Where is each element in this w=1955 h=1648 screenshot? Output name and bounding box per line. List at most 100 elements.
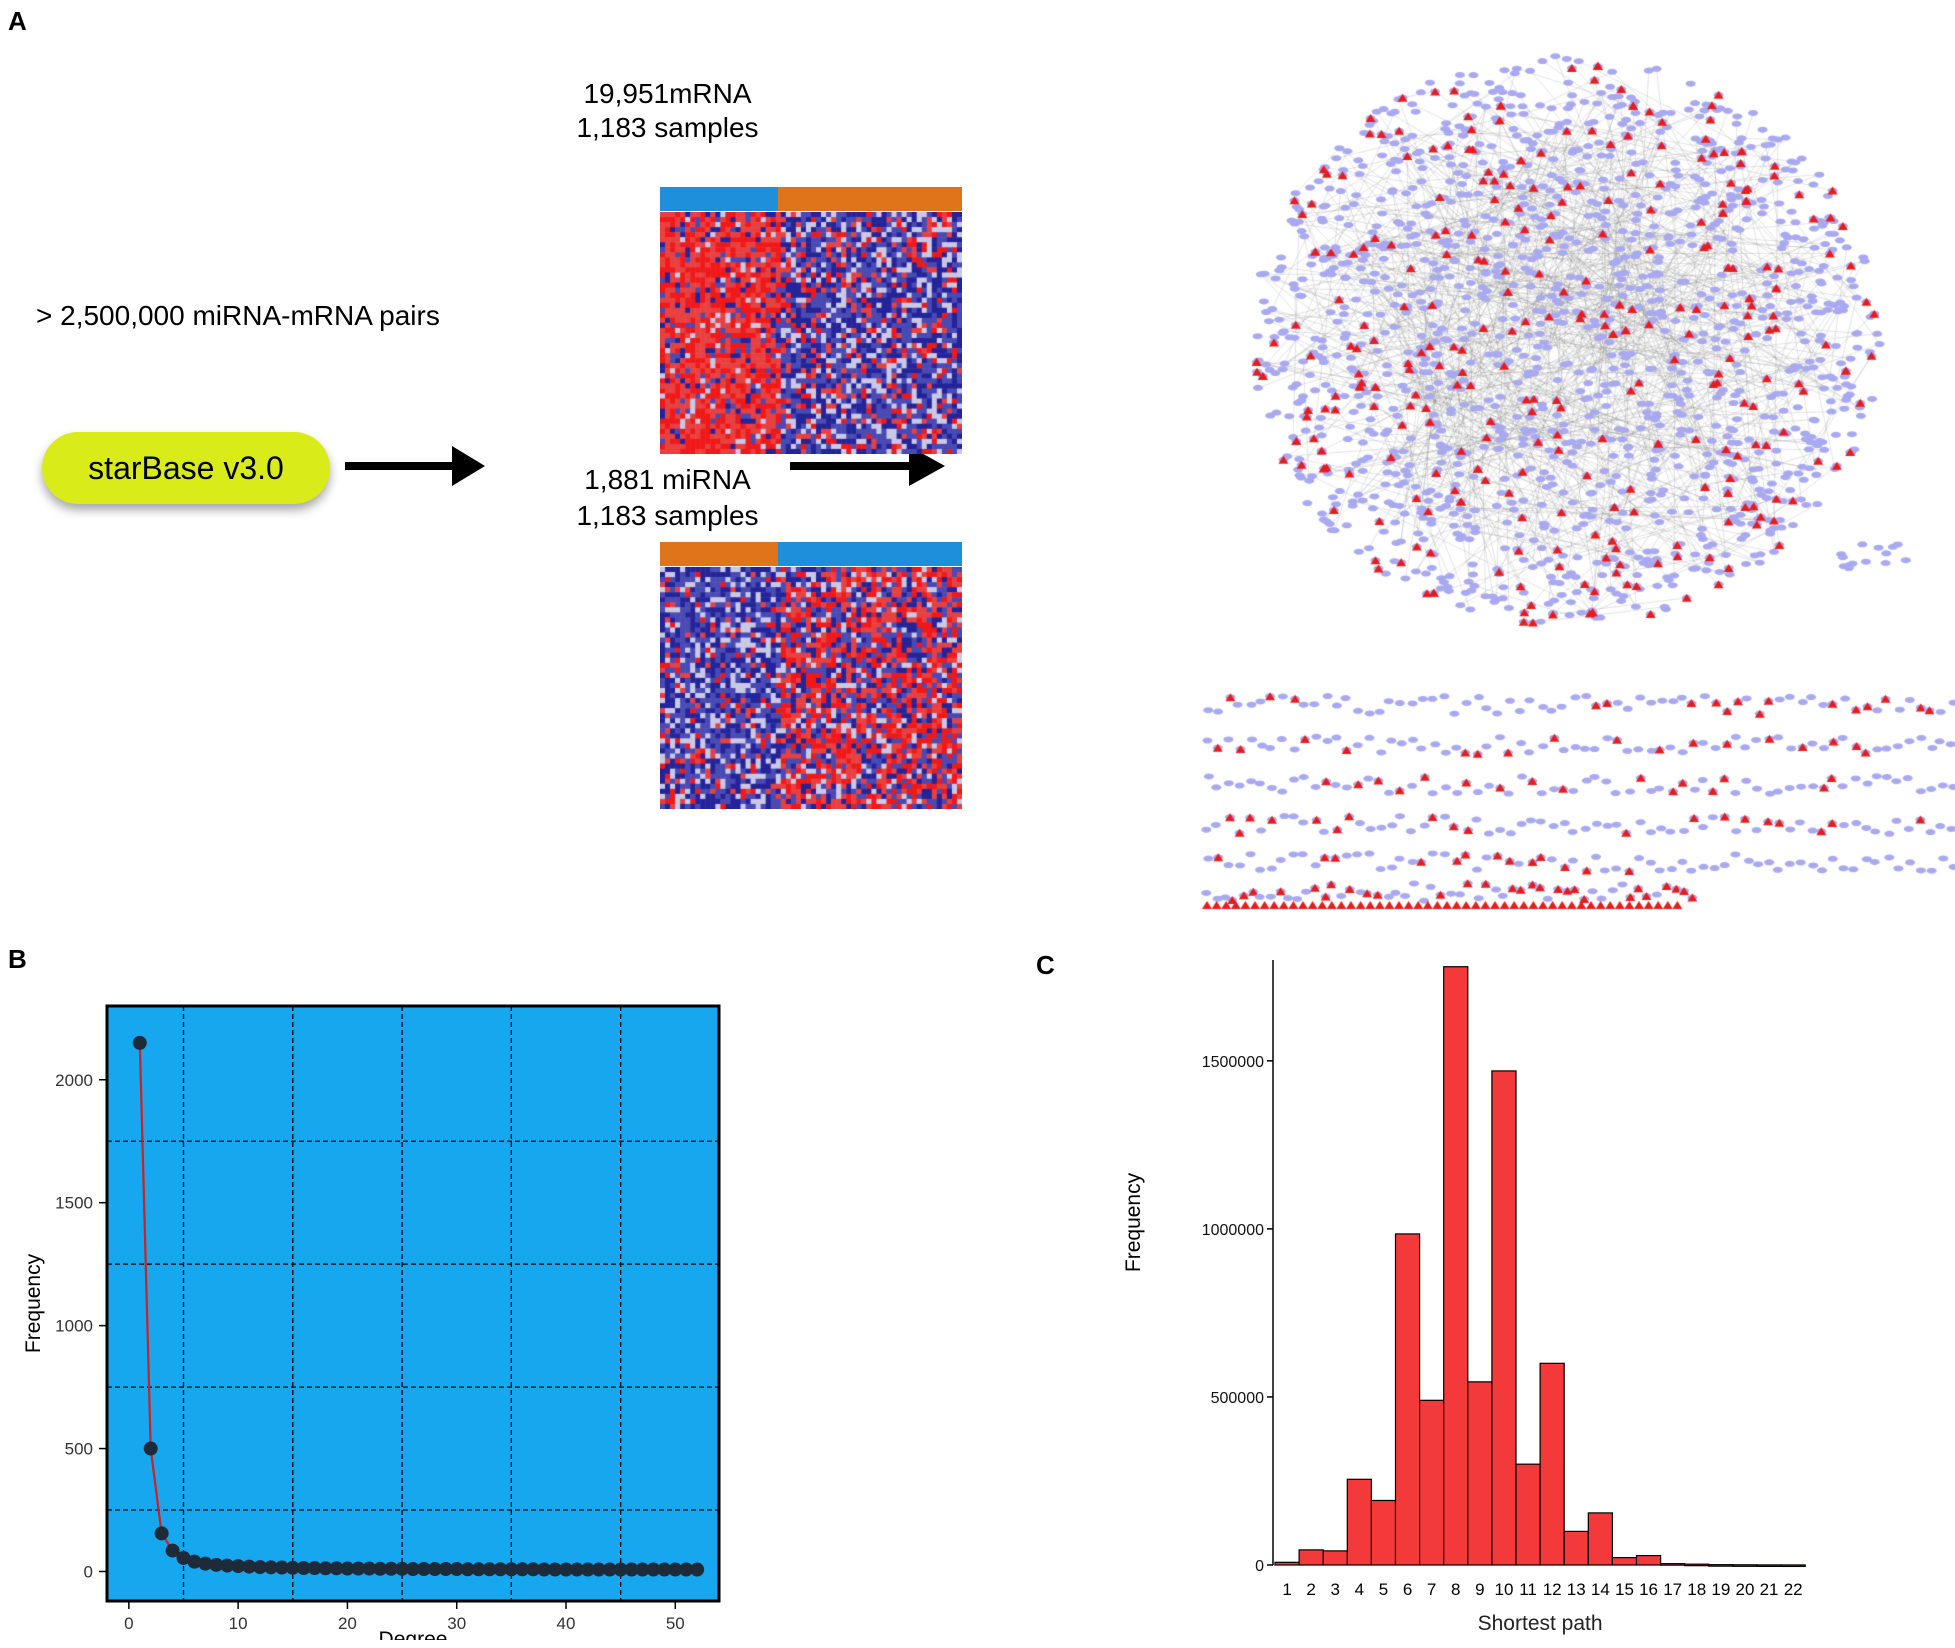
mirna-group-bar-orange (660, 542, 778, 566)
bar (1515, 1463, 1541, 1566)
bar (1563, 1530, 1589, 1566)
bar (1732, 1564, 1758, 1567)
data-point (384, 1561, 399, 1576)
data-point (395, 1561, 410, 1576)
arrow-to-network (790, 446, 945, 486)
data-point (143, 1441, 158, 1456)
x-tick-label: 5 (1379, 1580, 1388, 1599)
data-point (591, 1562, 606, 1577)
y-tick-label: 500000 (1211, 1390, 1264, 1407)
data-point (679, 1562, 694, 1577)
x-tick-label: 20 (1735, 1580, 1754, 1599)
bar (1491, 1070, 1517, 1566)
bar (1298, 1549, 1324, 1566)
bar (1756, 1564, 1782, 1567)
x-axis-label: Shortest path (1478, 1612, 1603, 1635)
arrow-to-heatmaps (345, 446, 485, 486)
x-tick-label: 2 (1306, 1580, 1315, 1599)
starbase-database-badge: starBase v3.0 (42, 432, 330, 504)
bar (1346, 1478, 1372, 1566)
data-point (613, 1562, 628, 1577)
data-point (460, 1562, 475, 1577)
x-tick-label: 3 (1331, 1580, 1340, 1599)
bar (1659, 1563, 1686, 1566)
data-point (296, 1561, 311, 1576)
data-point (471, 1562, 486, 1577)
bar (1684, 1563, 1710, 1567)
x-tick-label: 19 (1711, 1580, 1730, 1599)
data-point (187, 1554, 202, 1569)
data-point (340, 1561, 355, 1576)
mrna-heatmap (660, 212, 962, 454)
data-point (602, 1562, 617, 1577)
bar (1394, 1233, 1421, 1566)
data-point (220, 1558, 235, 1573)
plot-area (105, 1004, 721, 1603)
x-tick-label: 9 (1475, 1580, 1484, 1599)
bar (1467, 1381, 1493, 1566)
x-tick-label: 14 (1591, 1580, 1610, 1599)
mrna-samples-text: 1,183 samples (576, 112, 759, 143)
data-point (569, 1562, 584, 1577)
x-tick-label: 21 (1760, 1580, 1779, 1599)
x-tick-label: 1 (1282, 1580, 1291, 1599)
y-tick-label: 1000000 (1202, 1222, 1264, 1239)
y-axis-label: Frequency (22, 1253, 45, 1353)
x-tick-label: 8 (1451, 1580, 1460, 1599)
x-tick-label: 7 (1427, 1580, 1436, 1599)
data-point (482, 1562, 497, 1577)
data-point (624, 1562, 639, 1577)
data-point (537, 1562, 552, 1577)
bar (1443, 966, 1469, 1566)
data-point (231, 1559, 246, 1574)
data-point (318, 1561, 333, 1576)
data-point (438, 1562, 453, 1577)
data-point (285, 1560, 300, 1575)
bar (1539, 1362, 1565, 1566)
x-axis-label: Degree (379, 1628, 448, 1640)
data-point (351, 1561, 366, 1576)
x-tick-label: 40 (557, 1614, 576, 1633)
y-tick-label: 500 (65, 1440, 93, 1459)
data-point (416, 1562, 431, 1577)
data-point (373, 1561, 388, 1576)
bar (1274, 1561, 1300, 1566)
y-axis-label: Frequency (1122, 1172, 1145, 1272)
mrna-group-bar-blue (660, 187, 778, 211)
data-point (362, 1561, 377, 1576)
x-tick-label: 13 (1567, 1580, 1586, 1599)
data-point (548, 1562, 563, 1577)
bar (1780, 1564, 1806, 1568)
data-point (646, 1562, 661, 1577)
bar (1708, 1564, 1734, 1567)
data-point (154, 1526, 169, 1541)
x-tick-label: 30 (447, 1614, 466, 1633)
x-tick-label: 10 (229, 1614, 248, 1633)
x-tick-label: 12 (1543, 1580, 1562, 1599)
y-tick-label: 0 (84, 1562, 93, 1581)
x-tick-label: 11 (1519, 1580, 1537, 1599)
data-point (635, 1562, 650, 1577)
data-point (427, 1562, 442, 1577)
data-point (449, 1562, 464, 1577)
bar (1611, 1557, 1638, 1566)
panel-a-label: A (8, 6, 27, 36)
data-point (504, 1562, 519, 1577)
mirna-samples-text: 1,183 samples (576, 500, 759, 531)
data-point (274, 1560, 289, 1575)
data-point (657, 1562, 672, 1577)
x-tick-label: 10 (1494, 1580, 1513, 1599)
data-point (406, 1562, 420, 1577)
data-point (580, 1562, 595, 1577)
data-point (493, 1562, 508, 1577)
x-tick-label: 17 (1663, 1580, 1682, 1599)
bar (1587, 1512, 1613, 1566)
x-tick-label: 0 (124, 1614, 133, 1633)
data-point (307, 1561, 322, 1576)
data-point (176, 1550, 191, 1565)
data-point (263, 1560, 278, 1575)
data-point (559, 1562, 573, 1577)
y-tick-label: 1500 (55, 1194, 93, 1213)
y-tick-label: 0 (1255, 1558, 1264, 1575)
ceRNA-network-graph (1185, 0, 1955, 915)
